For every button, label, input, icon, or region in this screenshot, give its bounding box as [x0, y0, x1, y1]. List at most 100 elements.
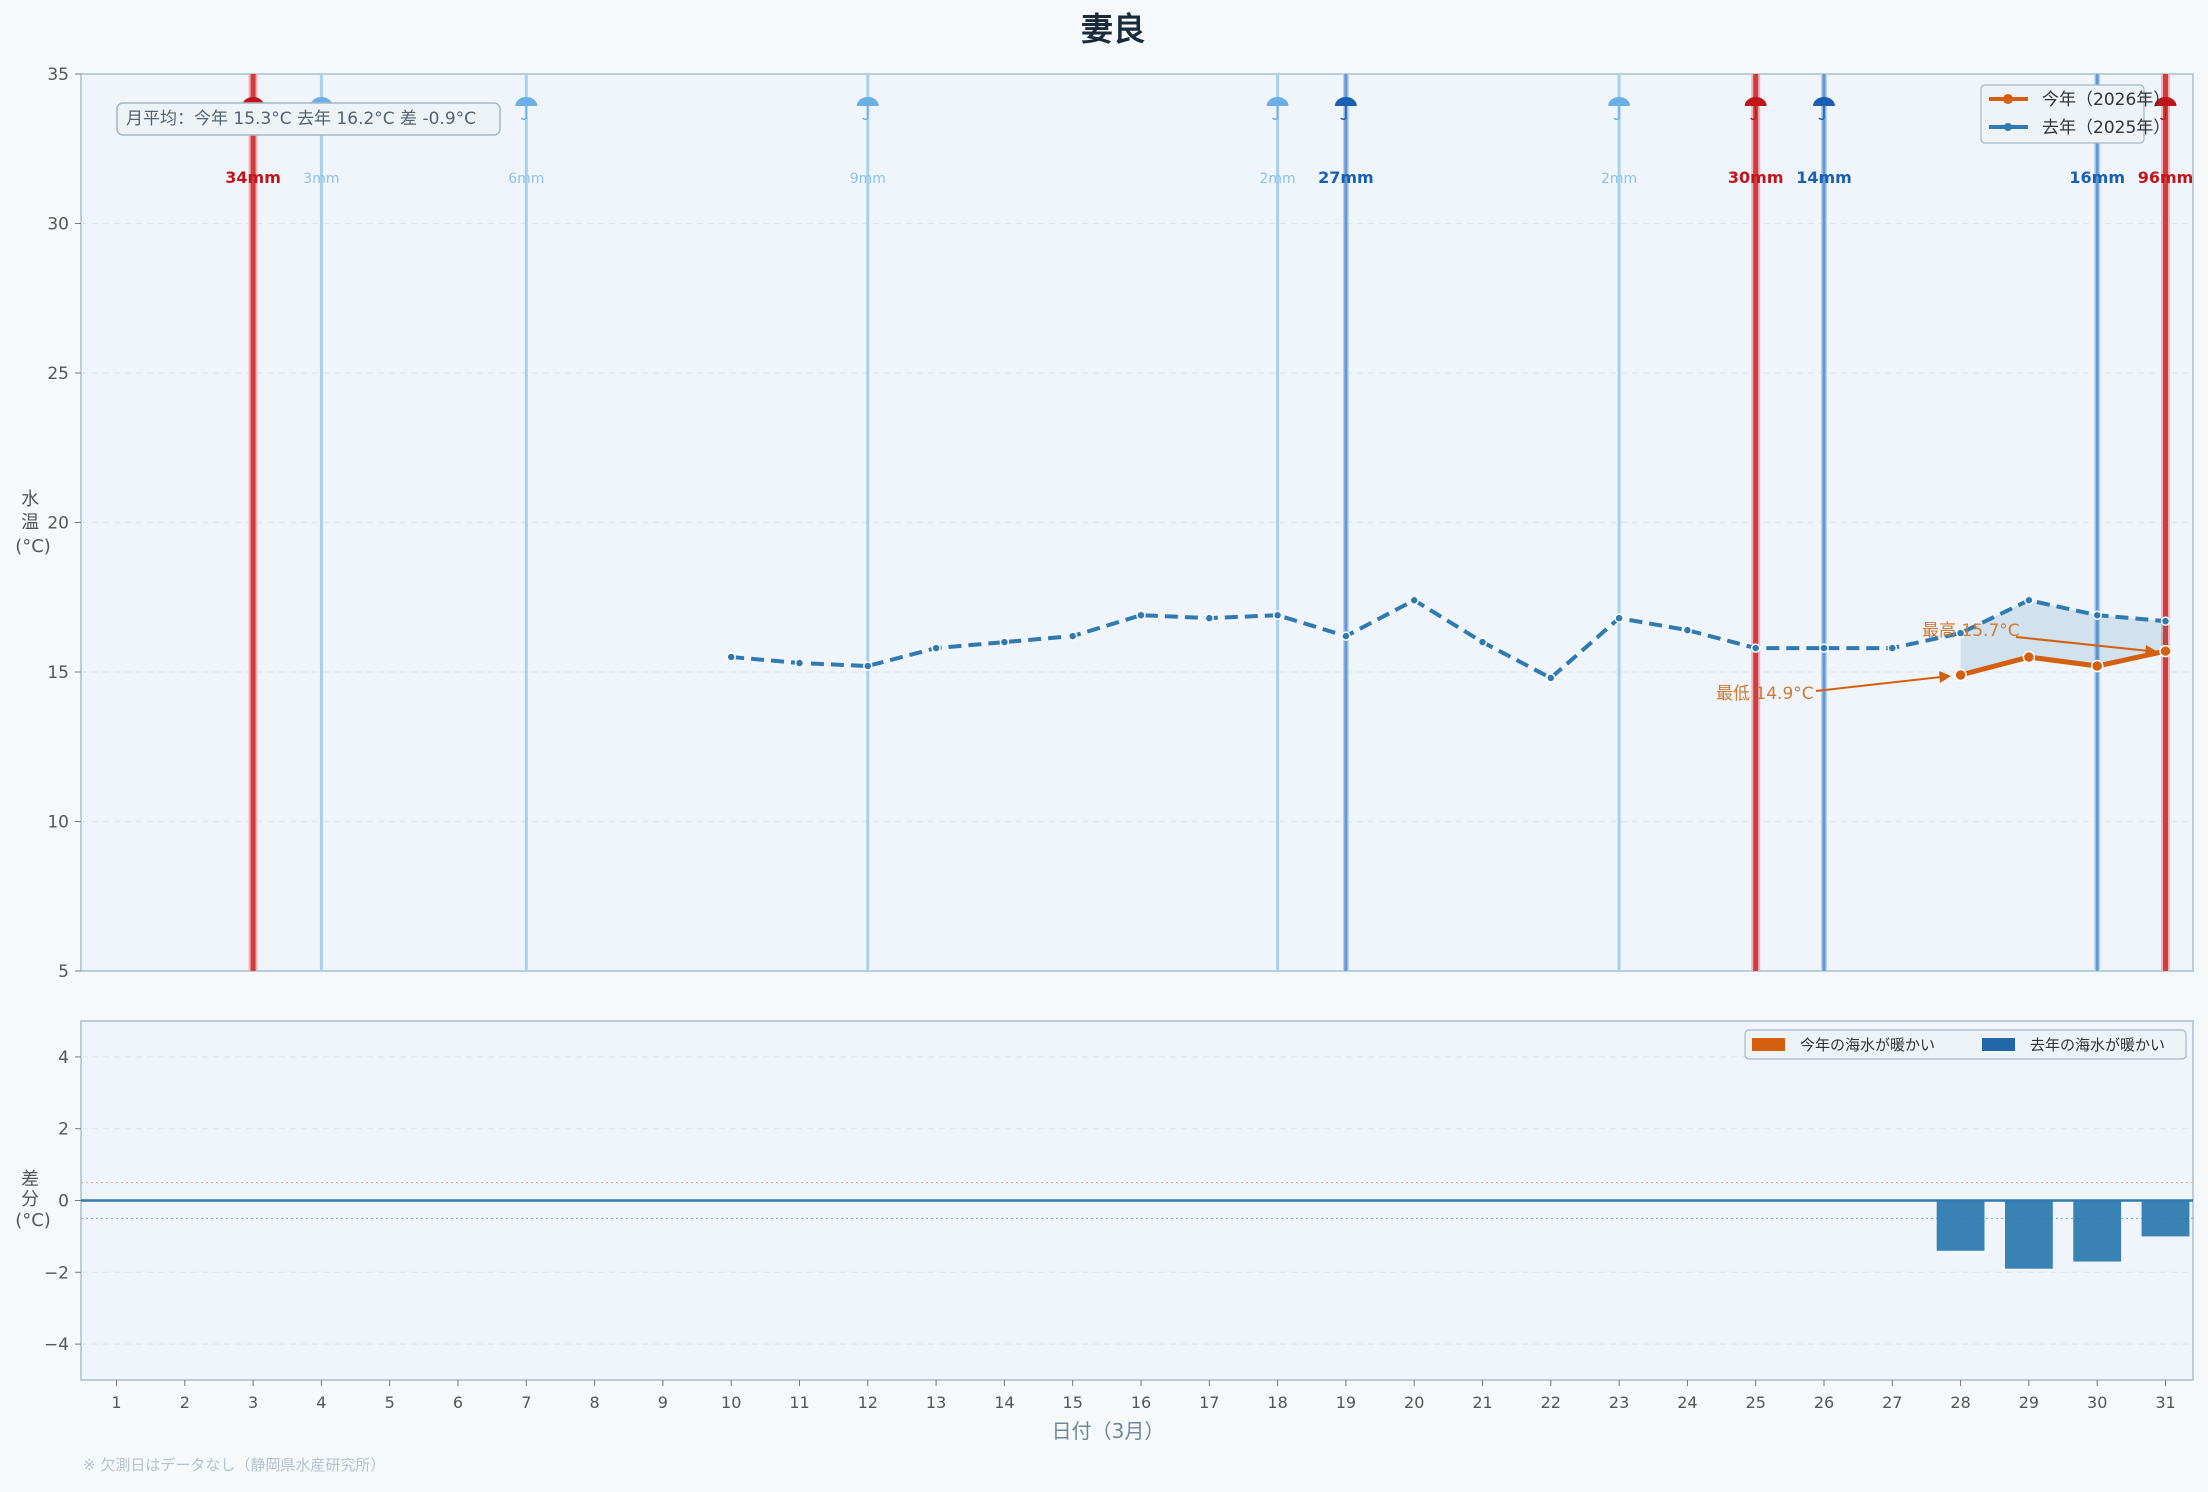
this-year-point [2022, 650, 2036, 664]
umbrella-icon [1744, 97, 1767, 120]
this-year-point [1954, 668, 1967, 682]
diff-bar [2004, 1200, 2053, 1269]
this-year-point [2159, 644, 2172, 658]
x-tick-label: 7 [521, 1393, 531, 1412]
annotation-max-arrow [2015, 636, 2150, 652]
diff-bar [2073, 1200, 2122, 1262]
umbrella-handle [1750, 106, 1757, 120]
x-tick-label: 2 [180, 1393, 190, 1412]
umbrella-handle [1340, 106, 1347, 120]
diff-y-tick-label: 0 [58, 1192, 69, 1212]
rain-amount-label: 96mm [2138, 168, 2194, 187]
umbrella-canopy [856, 97, 879, 106]
diff-y-tick-label: 4 [58, 1048, 69, 1068]
last-year-point [726, 652, 736, 662]
umbrella-icon [856, 97, 879, 120]
x-tick-label: 17 [1199, 1393, 1219, 1412]
x-tick-label: 16 [1131, 1393, 1151, 1412]
annotation-min-arrowhead [1939, 671, 1951, 683]
diff-bars [1936, 1200, 2190, 1269]
annotation-max-arrowhead [2145, 645, 2158, 657]
annotation-min-arrow [1815, 676, 1942, 692]
diff-y-tick-label: 2 [58, 1120, 69, 1140]
x-tick-label: 28 [1950, 1393, 1970, 1412]
last-year-point [2160, 616, 2171, 626]
x-tick-label: 15 [1063, 1393, 1083, 1412]
rain-amount-label: 3mm [303, 171, 339, 187]
x-tick-label: 27 [1882, 1393, 1902, 1412]
legend-warmer-this-year-swatch [1752, 1038, 1785, 1051]
x-tick-label: 6 [453, 1393, 463, 1412]
umbrella-handle [862, 106, 869, 120]
temp-legend: 今年（2026年） 去年（2025年） [1980, 84, 2170, 144]
annotations: 最高 15.7°C 最低 14.9°C [1716, 621, 2158, 704]
umbrella-canopy [2154, 97, 2177, 106]
x-tick-label: 13 [926, 1393, 946, 1412]
this-year-line [1959, 648, 2167, 678]
rain-amount-label: 16mm [2069, 168, 2125, 187]
last-year-point [1409, 595, 1419, 605]
rain-amount-label: 6mm [508, 171, 544, 187]
temp-y-tick-label: 10 [47, 813, 69, 833]
rain-markers: 34mm 3mm 6mm 9mm 2mm 27mm 2mm 30mm 14mm 16mm 96mm [225, 74, 2193, 971]
x-tick-label: 3 [248, 1393, 258, 1412]
umbrella-canopy [1744, 97, 1767, 106]
last-year-point [1067, 631, 1078, 641]
x-tick-label: 21 [1472, 1393, 1492, 1412]
x-tick-label: 30 [2087, 1393, 2107, 1412]
last-year-point [1546, 673, 1556, 683]
summary-text: 月平均：今年 15.3°C 去年 16.2°C 差 -0.9°C [126, 109, 476, 129]
last-year-point [1477, 637, 1488, 647]
this-year-point [2090, 659, 2104, 673]
rain-amount-label: 2mm [1260, 171, 1296, 187]
legend-this-year-marker [2003, 94, 2013, 104]
umbrella-icon [1813, 97, 1835, 120]
umbrella-canopy [1608, 97, 1631, 106]
legend-warmer-last-year-swatch [1982, 1038, 2015, 1051]
rain-amount-label: 27mm [1318, 168, 1374, 187]
x-tick-label: 8 [590, 1393, 600, 1412]
umbrella-canopy [515, 97, 538, 106]
rain-amount-label: 2mm [1601, 171, 1637, 187]
last-year-point [794, 658, 805, 668]
diff-y-label: 差 分 (°C) [15, 1169, 51, 1231]
temperature-lines [726, 595, 2172, 683]
rain-amount-label: 34mm [225, 168, 281, 187]
last-year-point [2024, 595, 2034, 605]
x-tick-label: 11 [789, 1393, 809, 1412]
umbrella-handle [520, 106, 527, 120]
summary-box [116, 102, 501, 136]
umbrella-icon [1266, 97, 1289, 120]
x-tick-label: 12 [858, 1393, 878, 1412]
temp-y-tick-label: 25 [47, 364, 69, 384]
legend-warmer-last-year-label: 去年の海水が暖かい [2030, 1036, 2165, 1054]
annotation-max-label: 最高 15.7°C [1922, 621, 2020, 641]
last-year-point [1341, 631, 1351, 641]
x-tick-label: 19 [1336, 1393, 1356, 1412]
legend-warmer-this-year-label: 今年の海水が暖かい [1800, 1036, 1935, 1054]
x-tick-label: 23 [1609, 1393, 1629, 1412]
umbrella-canopy [1266, 97, 1289, 106]
temp-y-ticks: 5 10 15 20 25 30 35 [47, 65, 81, 982]
umbrella-icon [515, 97, 538, 120]
temp-y-tick-label: 35 [47, 65, 69, 85]
difference-area-fill [1960, 600, 2166, 675]
x-tick-label: 25 [1746, 1393, 1766, 1412]
umbrella-handle [2159, 106, 2167, 120]
diff-legend: 今年の海水が暖かい 去年の海水が暖かい [1744, 1029, 2187, 1060]
x-tick-label: 18 [1267, 1393, 1287, 1412]
x-tick-label: 9 [658, 1393, 668, 1412]
diff-y-tick-label: −4 [44, 1335, 69, 1355]
x-tick-label: 5 [385, 1393, 395, 1412]
x-tick-label: 14 [994, 1393, 1014, 1412]
last-year-point [1614, 613, 1624, 623]
diff-bar [1936, 1200, 1985, 1251]
chart-title: 妻良 [1081, 10, 1145, 48]
last-year-point [1272, 610, 1283, 620]
umbrella-icon [1608, 97, 1631, 120]
x-tick-label: 31 [2155, 1393, 2175, 1412]
umbrella-handle [1818, 106, 1825, 120]
last-year-point [1955, 628, 1966, 638]
umbrella-handle [1613, 106, 1620, 120]
last-year-point [2092, 610, 2102, 620]
